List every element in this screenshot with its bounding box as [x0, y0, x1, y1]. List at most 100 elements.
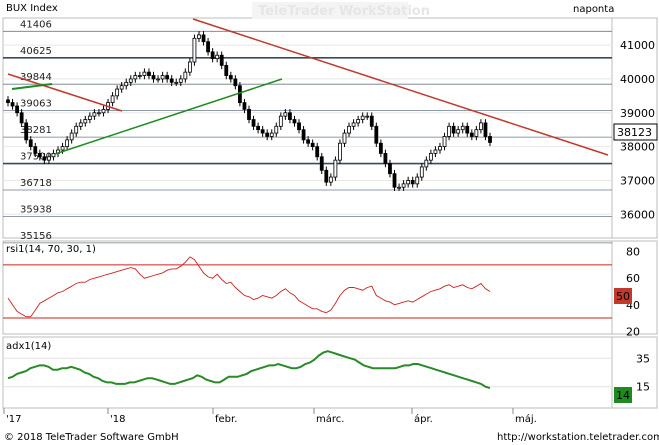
candle: [374, 122, 379, 147]
candle-body: [433, 149, 438, 154]
trendlines: [7, 18, 609, 156]
candle-body: [69, 132, 74, 141]
candle-body: [15, 105, 19, 114]
candle-body: [119, 85, 124, 90]
candle: [428, 149, 433, 164]
candle-body: [310, 142, 315, 148]
candle: [410, 176, 415, 188]
candle-body: [451, 125, 456, 134]
candle: [483, 119, 488, 141]
candle: [488, 132, 492, 147]
candle-body: [47, 156, 51, 161]
candle-body: [151, 75, 156, 80]
trendline-green-upper: [11, 83, 53, 90]
candle: [137, 71, 142, 80]
candle: [365, 112, 370, 120]
candle: [292, 115, 297, 127]
candle-body: [228, 75, 233, 80]
candle-body: [388, 163, 392, 175]
candle-body: [360, 115, 365, 120]
candle: [283, 109, 288, 120]
candle: [174, 78, 179, 87]
candle: [37, 149, 42, 161]
candle: [378, 139, 383, 158]
candle-body: [415, 176, 420, 185]
candle: [447, 122, 451, 141]
candle-body: [378, 142, 383, 154]
candle: [133, 71, 138, 83]
candle-body: [6, 99, 10, 104]
candle: [228, 71, 233, 83]
adx-tick-label: 15: [636, 381, 650, 394]
candle: [119, 81, 124, 93]
candle: [451, 122, 456, 137]
candle-body: [369, 115, 374, 127]
candle-body: [319, 156, 324, 171]
candle: [74, 122, 79, 137]
x-tick-label: '18: [110, 414, 125, 425]
candle-body: [147, 71, 151, 76]
rsi-last-label: 50: [616, 290, 630, 303]
rsi-label: rsi1(14, 70, 30, 1): [6, 244, 96, 255]
candle-body: [206, 41, 210, 53]
candle-body: [297, 122, 301, 131]
candle-body: [133, 75, 138, 80]
candle: [28, 136, 33, 151]
candle-body: [78, 122, 83, 127]
candle-body: [374, 125, 379, 144]
candle: [210, 48, 215, 63]
candle-body: [124, 81, 129, 87]
candle: [165, 71, 170, 83]
price-axis: 41000 40000 39000 38000 37000 36000: [620, 39, 655, 221]
candle-body: [474, 129, 479, 137]
footer-url[interactable]: http://workstation.teletrader.com/: [497, 432, 659, 443]
candle-body: [160, 75, 165, 80]
price-series: [6, 31, 492, 191]
candle: [147, 68, 151, 80]
candle-body: [215, 54, 220, 60]
watermark-box: [252, 2, 408, 19]
adx-badge: [614, 387, 632, 403]
candle-body: [224, 64, 229, 76]
candle-body: [347, 125, 351, 134]
candle-body: [178, 78, 183, 83]
candle: [247, 105, 251, 124]
candle-body: [465, 125, 470, 134]
candle-body: [392, 173, 397, 188]
candle: [442, 132, 447, 151]
candle-body: [265, 132, 270, 137]
candle: [424, 156, 429, 171]
candle: [324, 166, 329, 186]
x-tick-label: márc.: [316, 413, 344, 425]
candle: [288, 109, 292, 124]
candle: [15, 102, 19, 117]
candle-body: [401, 183, 406, 188]
candle: [78, 119, 83, 131]
candle: [433, 146, 438, 158]
candle-body: [274, 125, 279, 134]
candle: [87, 112, 92, 124]
candle: [69, 129, 74, 144]
candle-body: [406, 180, 411, 185]
candle-body: [442, 136, 447, 148]
candle-body: [410, 180, 415, 185]
level-label: 39063: [20, 99, 52, 110]
copyright: © 2018 TeleTrader Software GmbH: [4, 432, 179, 443]
candle-body: [356, 119, 361, 124]
candle: [265, 129, 270, 141]
x-tick-label: ápr.: [414, 413, 433, 425]
candle: [156, 75, 160, 83]
candle: [415, 173, 420, 188]
adx-axis: 35 15: [636, 352, 650, 393]
candle: [456, 125, 461, 137]
candle-body: [447, 125, 451, 137]
candle-body: [260, 129, 265, 134]
candle-body: [365, 115, 370, 118]
x-axis: '17 '18 febr. márc. ápr. máj.: [3, 408, 537, 425]
candle-body: [383, 152, 388, 164]
rsi-badge: [614, 288, 632, 304]
candle: [124, 78, 129, 90]
candle: [419, 163, 424, 181]
candle-body: [256, 125, 260, 131]
candle: [356, 115, 361, 127]
